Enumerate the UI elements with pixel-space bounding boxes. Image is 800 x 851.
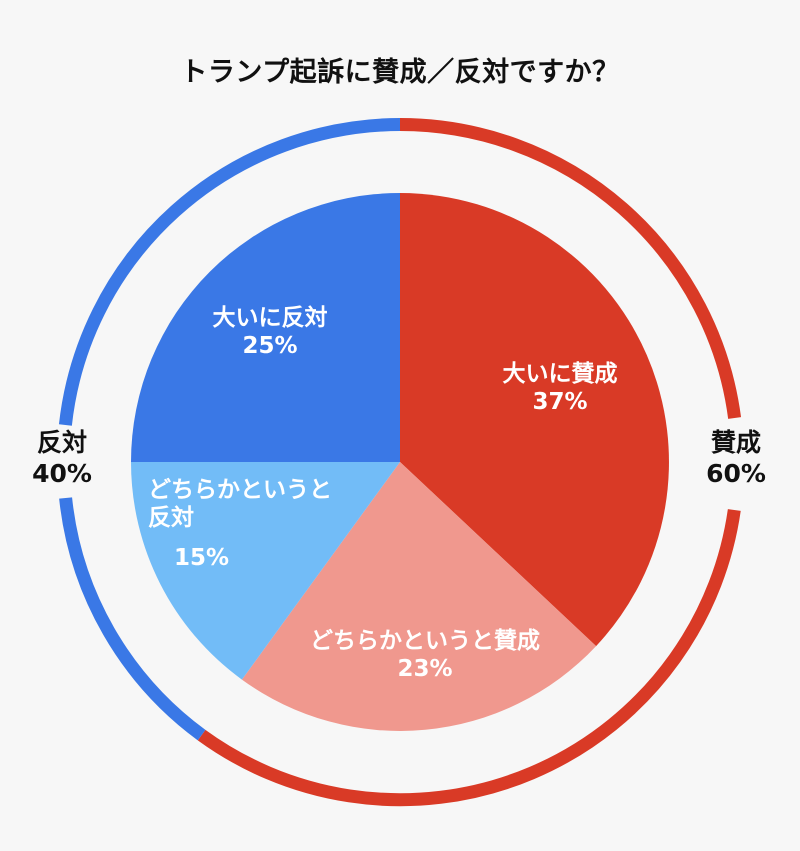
- label-strongly-oppose: 大いに反対 25%: [190, 304, 350, 360]
- outer-label: 賛成: [710, 428, 761, 457]
- label-strongly-agree: 大いに賛成 37%: [480, 360, 640, 416]
- outer-label: 反対: [36, 428, 87, 457]
- slice-strongly-agree: [400, 193, 669, 647]
- slice-value: 25%: [242, 333, 298, 360]
- slice-label-line1: どちらかというと: [148, 477, 332, 503]
- label-outer-agree: 賛成 60%: [686, 428, 786, 489]
- label-somewhat-oppose: どちらかというと 反対 15%: [148, 476, 388, 572]
- chart-title: トランプ起訴に賛成／反対ですか？: [180, 57, 620, 88]
- slice-value: 37%: [532, 389, 588, 416]
- label-somewhat-agree: どちらかというと賛成 23%: [270, 627, 580, 683]
- slice-label: 大いに賛成: [502, 361, 618, 387]
- slice-label: どちらかというと賛成: [310, 628, 540, 654]
- slice-value: 23%: [397, 656, 453, 683]
- outer-value: 40%: [32, 458, 92, 488]
- slice-label-line2: 反対: [148, 505, 194, 532]
- slice-value: 15%: [174, 545, 230, 572]
- slice-strongly-oppose: [131, 193, 400, 462]
- outer-ring-oppose-upper: [58, 118, 401, 426]
- label-outer-oppose: 反対 40%: [12, 428, 112, 489]
- outer-ring-oppose-lower: [59, 497, 206, 741]
- slice-somewhat-agree: [241, 462, 597, 731]
- slice-label: 大いに反対: [212, 305, 328, 331]
- outer-value: 60%: [706, 458, 766, 488]
- slice-somewhat-oppose: [131, 462, 400, 680]
- outer-ring-agree-lower: [197, 509, 741, 807]
- outer-ring-agree-upper: [399, 118, 742, 419]
